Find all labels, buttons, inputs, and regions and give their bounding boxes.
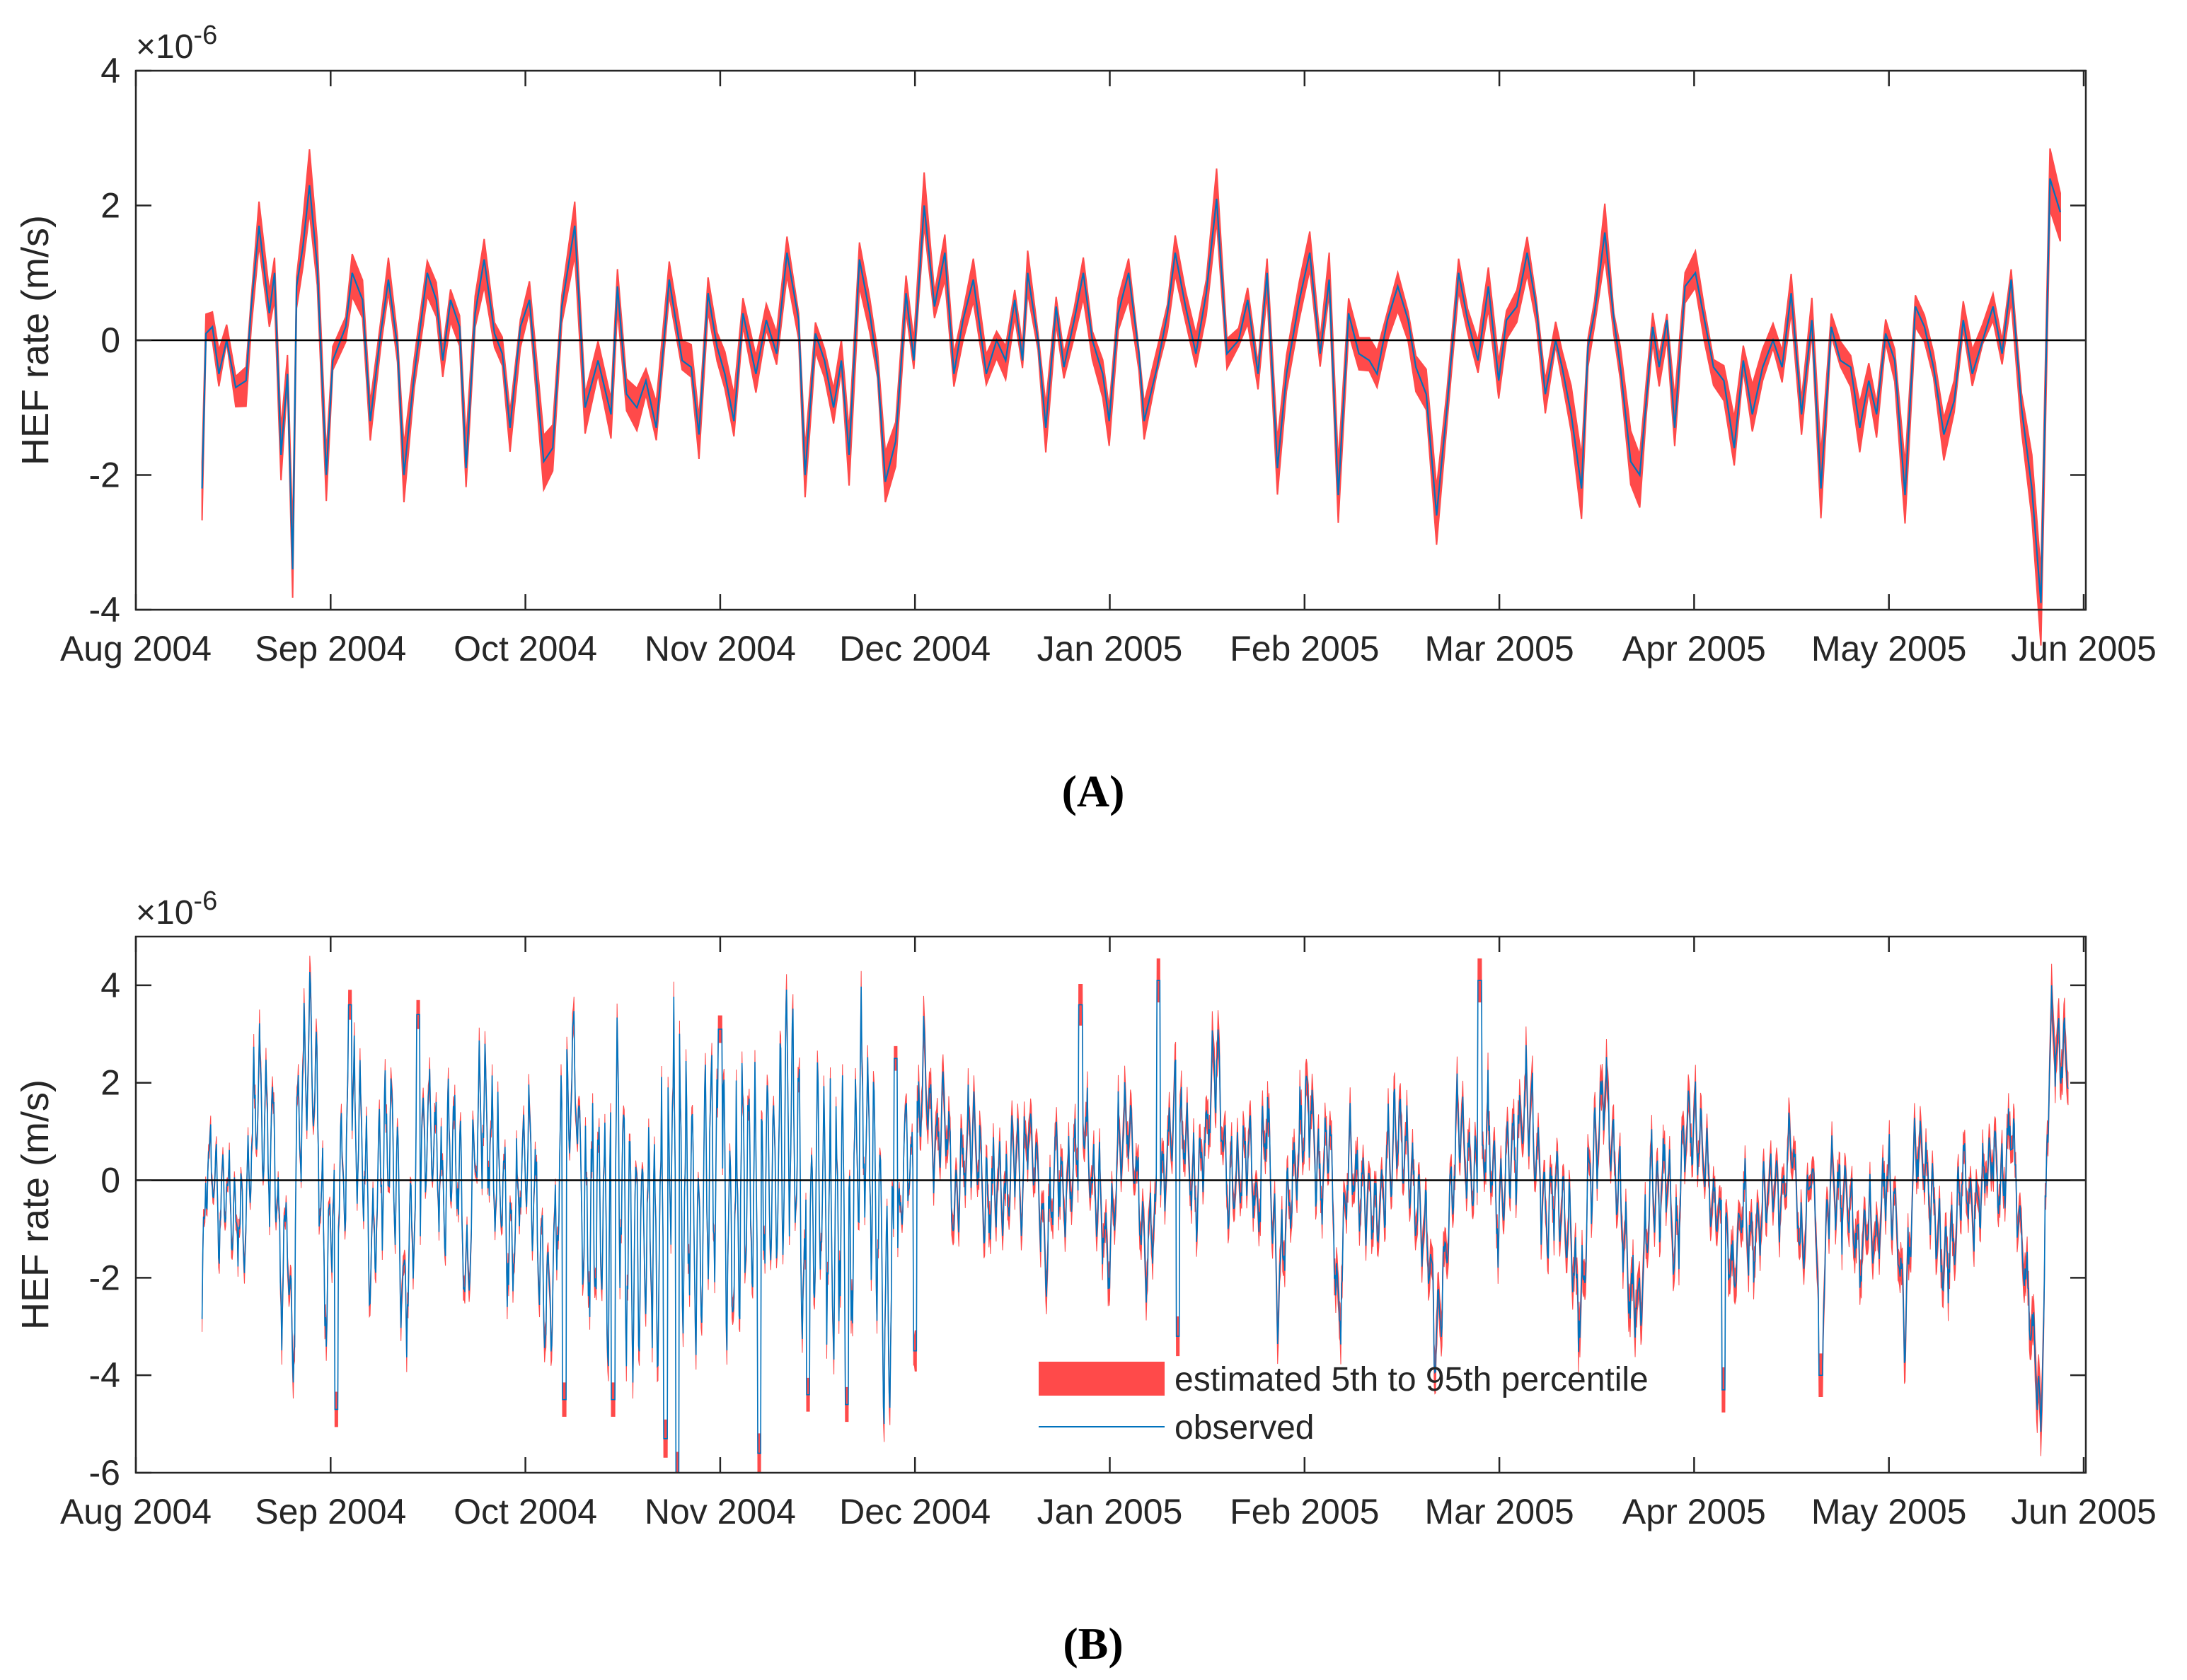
a-y-ticks: -4 -2 0 2 4 <box>89 51 2086 630</box>
a-y-axis-label: HEF rate (m/s) <box>14 215 57 465</box>
b-observed-series <box>201 972 2069 1473</box>
b-y-axis-label: HEF rate (m/s) <box>14 1079 57 1330</box>
b-y-ticks: -6 -4 -2 0 2 4 <box>89 966 2086 1493</box>
b-xtick-label: Jun 2005 <box>2011 1492 2157 1531</box>
a-xtick-label: Apr 2005 <box>1622 629 1766 668</box>
panel-b: -6 -4 -2 0 2 4 Aug 2004 Sep 2004 Oct 2004 Nov 20… <box>14 886 2157 1669</box>
b-xtick-label: Oct 2004 <box>454 1492 597 1531</box>
b-xtick-label: May 2005 <box>1811 1492 1967 1531</box>
b-xtick-label: Jan 2005 <box>1037 1492 1183 1531</box>
a-xtick-label: Nov 2004 <box>645 629 796 668</box>
a-xtick-label: Aug 2004 <box>60 629 212 668</box>
a-ytick-label: -2 <box>89 456 120 495</box>
a-xtick-label: May 2005 <box>1811 629 1967 668</box>
b-ytick-label: -6 <box>89 1453 120 1493</box>
b-legend: estimated 5th to 95th percentile observe… <box>1039 1361 1649 1447</box>
b-ytick-label: 4 <box>100 966 120 1005</box>
b-exponent-label: ×10-6 <box>136 886 217 932</box>
b-panel-label: (B) <box>1063 1618 1123 1669</box>
a-percentile-band <box>201 148 2061 646</box>
a-panel-label: (A) <box>1062 766 1125 816</box>
a-percentile-band-layer <box>201 148 2061 646</box>
b-xtick-label: Mar 2005 <box>1424 1492 1574 1531</box>
b-ytick-label: 2 <box>100 1063 120 1103</box>
b-axes-frame <box>134 935 2087 1474</box>
panel-a: -4 -2 0 2 4 Aug 2004 Sep 2004 Oct 2004 Nov 2004… <box>14 21 2157 816</box>
b-ytick-label: 0 <box>100 1161 120 1200</box>
a-xtick-label: Dec 2004 <box>839 629 991 668</box>
a-xtick-label: Oct 2004 <box>454 629 597 668</box>
a-ytick-label: 0 <box>100 320 120 360</box>
legend-band-label: estimated 5th to 95th percentile <box>1175 1361 1649 1398</box>
a-xtick-label: Jun 2005 <box>2011 629 2157 668</box>
b-xtick-label: Nov 2004 <box>645 1492 796 1531</box>
a-x-ticks: Aug 2004 Sep 2004 Oct 2004 Nov 2004 Dec 2004… <box>60 71 2157 668</box>
a-xtick-label: Feb 2005 <box>1230 629 1379 668</box>
b-ytick-label: -4 <box>89 1355 120 1395</box>
a-ytick-label: -4 <box>89 590 120 630</box>
a-observed-series <box>201 178 2062 603</box>
a-xtick-label: Jan 2005 <box>1037 629 1183 668</box>
b-xtick-label: Dec 2004 <box>839 1492 991 1531</box>
b-observed-line-layer <box>201 972 2069 1473</box>
a-xtick-label: Sep 2004 <box>255 629 406 668</box>
legend-observed-label: observed <box>1175 1409 1314 1447</box>
a-exponent-label: ×10-6 <box>136 21 217 66</box>
a-observed-line-layer <box>201 178 2062 603</box>
a-ytick-label: 4 <box>100 51 120 91</box>
b-ytick-label: -2 <box>89 1258 120 1297</box>
legend-band-swatch <box>1039 1362 1165 1396</box>
b-xtick-label: Feb 2005 <box>1230 1492 1379 1531</box>
a-xtick-label: Mar 2005 <box>1424 629 1574 668</box>
a-ytick-label: 2 <box>100 186 120 226</box>
b-xtick-label: Apr 2005 <box>1622 1492 1766 1531</box>
b-x-ticks: Aug 2004 Sep 2004 Oct 2004 Nov 2004 Dec 2004… <box>60 937 2157 1531</box>
b-xtick-label: Sep 2004 <box>255 1492 406 1531</box>
b-xtick-label: Aug 2004 <box>60 1492 212 1531</box>
